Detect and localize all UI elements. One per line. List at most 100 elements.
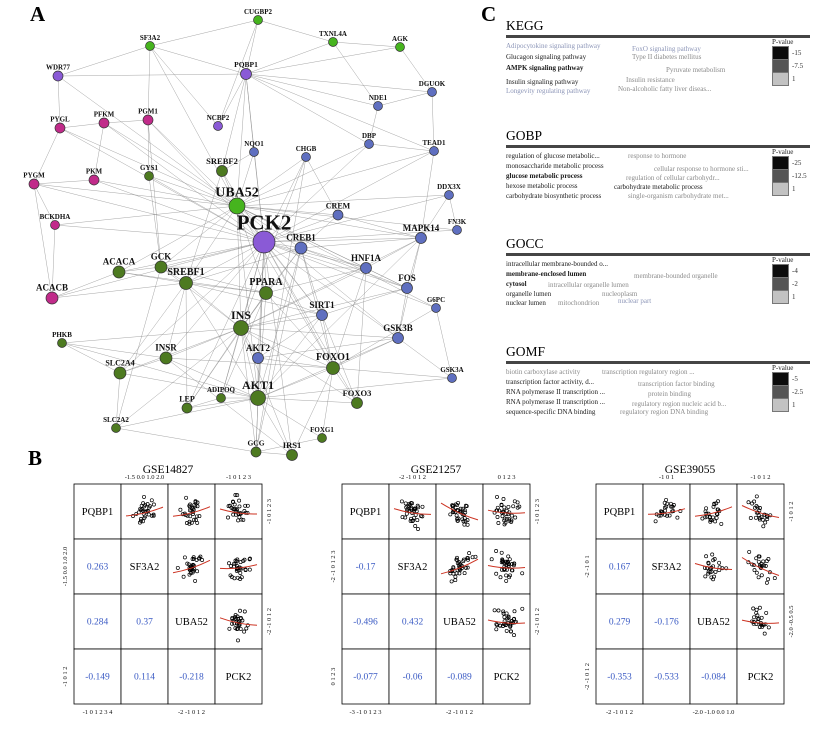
network-edge	[265, 292, 323, 316]
network-node-label: PHKB	[52, 331, 72, 339]
scatter-point	[503, 520, 508, 525]
network-edge	[221, 73, 247, 172]
scatter-point	[658, 509, 663, 514]
pvalue-legend-swatch	[772, 398, 789, 412]
pvalue-legend-swatch	[772, 59, 789, 73]
scatter-point	[400, 515, 405, 520]
axis-tick-right: -2.0 -0.5 0.5	[788, 606, 795, 638]
scatter-point	[192, 517, 197, 522]
matrix-cell	[642, 538, 691, 595]
scatter-point	[239, 575, 244, 580]
network-edge	[435, 307, 453, 379]
scatter-point	[501, 609, 506, 614]
axis-tick-bottom: -2 -1 0 1 2	[606, 709, 633, 716]
scatter-point	[501, 611, 506, 616]
fit-line	[172, 559, 211, 574]
network-edge	[149, 45, 238, 207]
matrix-title: GSE21257	[411, 464, 462, 476]
axis-tick-left: -1.5 0.0 1.0 2.0	[62, 547, 69, 587]
matrix-cell	[689, 483, 738, 540]
matrix-variable-label: PQBP1	[82, 507, 114, 518]
scatter-point	[245, 623, 250, 628]
network-edge	[115, 427, 257, 453]
panel-a-label: A	[30, 2, 46, 26]
network-node-G6PC	[431, 303, 441, 313]
matrix-variable-label: UBA52	[697, 617, 730, 628]
axis-tick-top: 0 1 2 3	[498, 474, 516, 481]
network-edge	[147, 119, 162, 268]
scatter-point	[763, 564, 768, 568]
scatter-point	[237, 504, 242, 509]
network-node-label: LEP	[179, 395, 195, 404]
network-node-label: FN3K	[448, 218, 467, 226]
scatter-point	[235, 626, 240, 631]
scatter-point	[462, 571, 467, 576]
scatter-point	[747, 549, 752, 554]
matrix-cell	[341, 648, 390, 705]
network-node-TXNL4A	[328, 37, 338, 47]
fit-line	[487, 509, 526, 514]
network-node-label: DBP	[362, 132, 377, 140]
pvalue-legend-swatch	[772, 385, 789, 399]
network-node-label: SF3A2	[140, 34, 161, 42]
enrichment-term: FoxO signaling pathway	[632, 44, 701, 53]
scatter-point	[461, 506, 466, 511]
network-node-PHKB	[57, 338, 67, 348]
network-edge	[368, 105, 379, 145]
network-node-CHGB	[301, 152, 311, 162]
scatter-point	[232, 561, 236, 566]
network-edge	[33, 183, 265, 243]
network-edge	[165, 357, 334, 369]
scatter-point	[762, 631, 767, 636]
enrichment-section-KEGG: KEGG Adipocytokine signaling pathway FoxO …	[506, 18, 810, 104]
network-edge	[33, 127, 61, 185]
enrichment-term: nucleoplasm	[602, 289, 638, 298]
scatter-matrix: GSE14827-1.5 0.0 1.0 2.0 -1 0 1 2 3-1 0 1…	[62, 464, 273, 716]
matrix-cell	[341, 593, 390, 650]
fit-line	[487, 619, 526, 624]
scatter-point	[494, 571, 499, 576]
network-edge	[321, 314, 334, 369]
pvalue-legend-tick: -7.5	[792, 62, 804, 70]
network-edge	[263, 156, 307, 243]
scatter-point	[461, 519, 466, 524]
scatter-point	[237, 498, 242, 503]
scatter-point	[243, 503, 248, 508]
network-edge	[265, 267, 367, 294]
scatter-point	[665, 513, 670, 518]
network-edge	[263, 241, 334, 369]
network-node-label: FOXG1	[310, 426, 334, 434]
scatter-point	[414, 509, 419, 514]
scatter-point	[239, 566, 244, 571]
scatter-point	[454, 513, 459, 518]
scatter-point	[746, 500, 751, 505]
scatter-point	[409, 501, 414, 505]
network-edge	[263, 241, 399, 339]
scatter-point	[409, 507, 414, 512]
scatter-point	[706, 571, 711, 576]
pvalue-legend-swatch	[772, 46, 789, 60]
scatter-point	[703, 509, 708, 514]
scatter-point	[506, 554, 511, 559]
pvalue-legend-row: -4	[756, 264, 810, 278]
fit-line	[694, 506, 733, 517]
scatter-point	[502, 566, 507, 571]
scatter-point	[227, 626, 232, 631]
network-edge	[397, 287, 408, 339]
network-edge	[253, 151, 265, 243]
network-edge	[236, 150, 435, 207]
network-node-PPARA	[259, 286, 273, 300]
network-edge	[33, 179, 95, 185]
network-node-NDE1	[373, 101, 383, 111]
matrix-cell	[120, 648, 169, 705]
scatter-point	[502, 505, 507, 510]
scatter-point	[149, 498, 154, 503]
enrichment-term: Adipocytokine signaling pathway	[506, 41, 601, 50]
scatter-point	[456, 563, 461, 568]
network-node-CUGBP2	[253, 15, 263, 25]
pvalue-legend-row: -5	[756, 372, 810, 386]
network-node-SIRT1	[316, 309, 328, 321]
network-node-label: PFKM	[94, 111, 115, 119]
scatter-point	[700, 516, 705, 521]
